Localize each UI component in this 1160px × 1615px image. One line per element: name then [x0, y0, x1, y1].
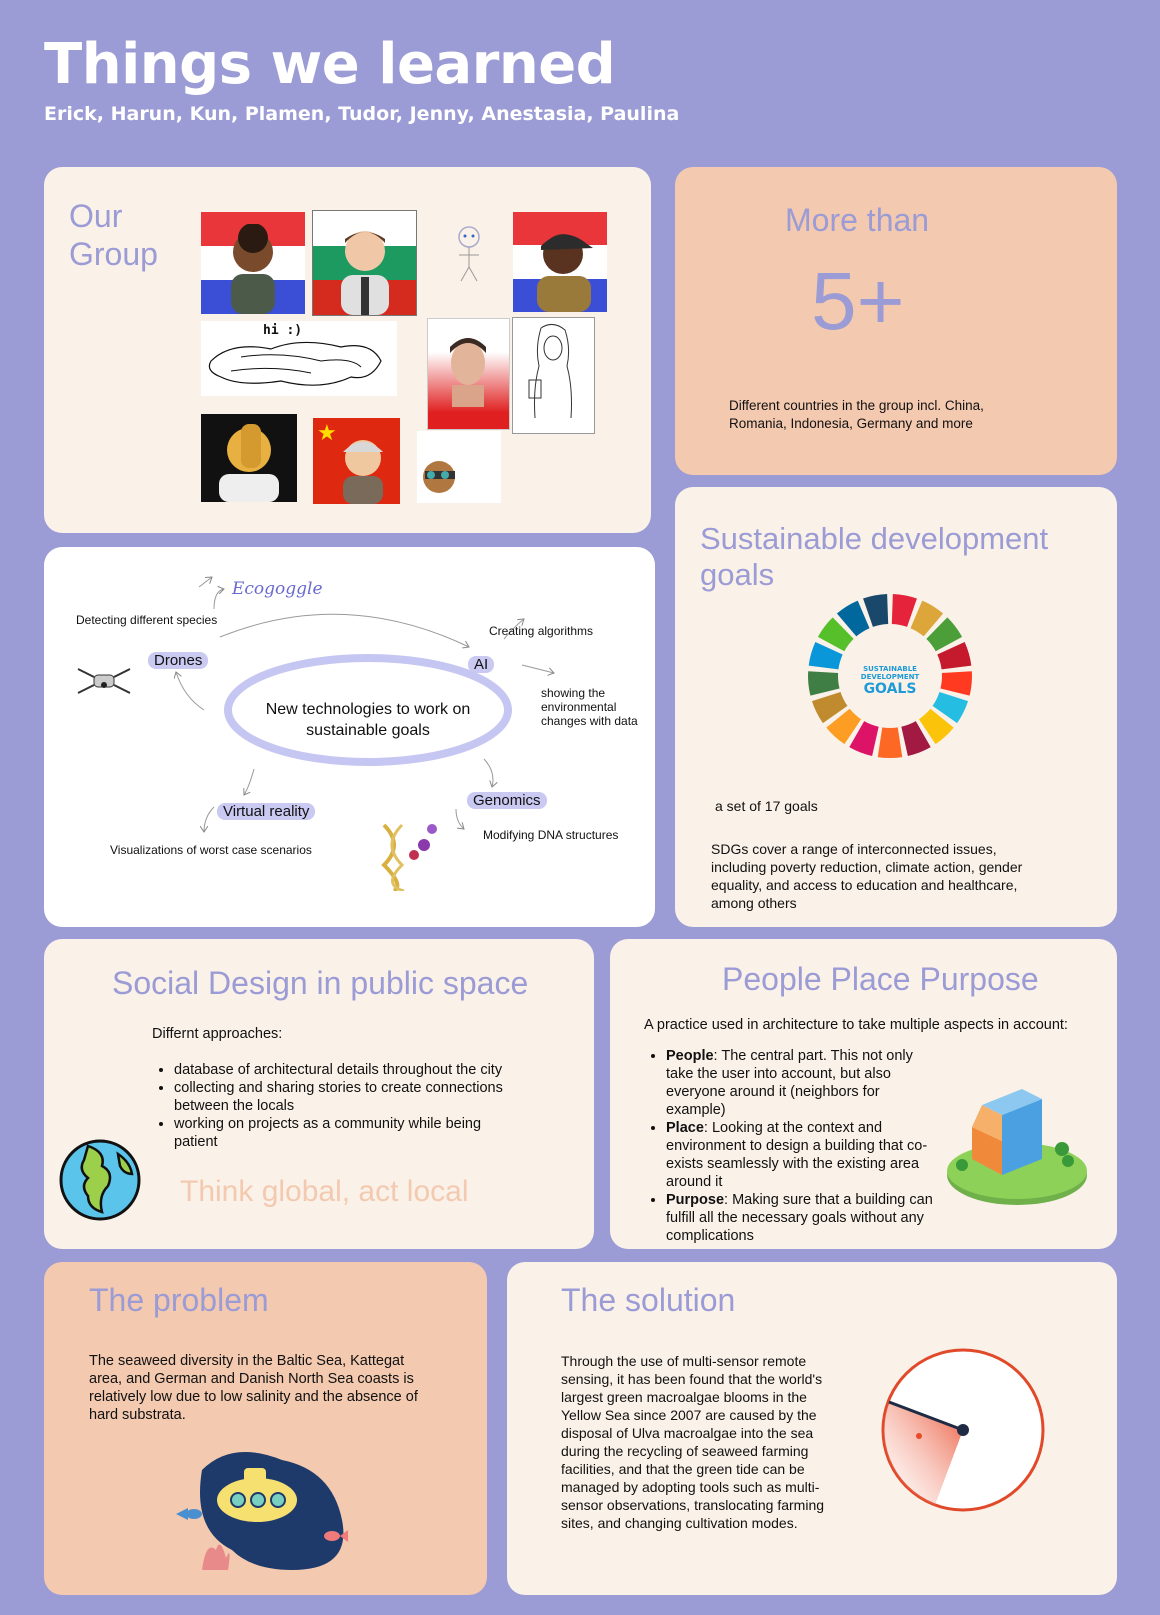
ppp-item-purpose: Purpose: Making sure that a building can… [666, 1191, 938, 1245]
sdg-set: a set of 17 goals [715, 798, 818, 814]
sdg-segment [836, 600, 870, 637]
solution-text: Through the use of multi-sensor remote s… [561, 1353, 825, 1531]
social-motto: Think global, act local [180, 1175, 469, 1208]
sdg-wheel [808, 594, 972, 758]
sdg-title: Sustainable development goals [700, 521, 1049, 592]
sdg-segment [910, 600, 944, 637]
group-card: Our Group hi :) ★ [44, 167, 651, 533]
social-title: Social Design in public space [112, 965, 529, 1001]
avatar-netherlands [201, 212, 305, 314]
sdg-segment [891, 594, 917, 627]
mindmap-card: New technologies to work on sustainable … [44, 547, 655, 927]
globe-icon [59, 1139, 141, 1221]
ppp-card: People Place Purpose A practice used in … [610, 939, 1117, 1249]
mindmap-center: New technologies to work on sustainable … [265, 701, 471, 739]
mindmap-vr: Virtual reality [217, 803, 316, 820]
mindmap-drones: Drones [148, 652, 209, 669]
building-illustration [947, 1089, 1087, 1205]
sdg-segment [877, 727, 903, 758]
mindmap-visualizations: Visualizations of worst case scenarios [110, 843, 312, 857]
sdg-segment [849, 721, 879, 757]
social-intro: Differnt approaches: [152, 1026, 283, 1042]
sdg-segment [826, 708, 862, 745]
sdg-wheel-label: SUSTAINABLE DEVELOPMENT GOALS [850, 665, 930, 697]
social-item: database of architectural details throug… [174, 1061, 504, 1079]
sdg-segment [811, 691, 848, 724]
avatar-pilot [417, 431, 501, 503]
group-title: Our Group [69, 197, 158, 273]
ppp-text: : The central part. This not only take t… [666, 1048, 913, 1118]
ppp-intro: A practice used in architecture to take … [644, 1017, 1068, 1033]
ppp-text: : Looking at the context and environment… [666, 1120, 928, 1190]
sdg-segment [937, 642, 972, 670]
avatar-cap [513, 212, 607, 312]
mindmap-ecogoggle: Ecogoggle [232, 579, 323, 599]
sdg-card: Sustainable development goals SUSTAINABL… [675, 487, 1117, 927]
sdg-segment [918, 708, 954, 745]
sdg-segment [808, 671, 840, 696]
ppp-term: People [666, 1048, 714, 1064]
social-item: working on projects as a community while… [174, 1115, 504, 1151]
radar-gauge [881, 1348, 1045, 1512]
ppp-text: : Making sure that a building can fulfil… [666, 1192, 933, 1244]
problem-title: The problem [89, 1282, 269, 1318]
avatar-bulgaria [312, 210, 417, 316]
group-title-line1: Our [69, 198, 123, 234]
solution-card: The solution Through the use of multi-se… [507, 1262, 1117, 1595]
mindmap-genomics: Genomics [467, 792, 547, 809]
ppp-list: People: The central part. This not only … [644, 1047, 938, 1245]
ppp-term: Purpose [666, 1192, 725, 1208]
sdg-wheel-line3: GOALS [863, 681, 917, 697]
hi-drawing: hi :) [201, 321, 397, 396]
line-art-portrait [512, 317, 595, 434]
countries-description: Different countries in the group incl. C… [729, 398, 984, 431]
ppp-item-people: People: The central part. This not only … [666, 1047, 938, 1119]
avatar-china: ★ [313, 418, 400, 504]
page-subtitle: Erick, Harun, Kun, Plamen, Tudor, Jenny,… [44, 103, 680, 125]
submarine-illustration [176, 1452, 348, 1570]
problem-text: The seaweed diversity in the Baltic Sea,… [89, 1353, 418, 1423]
sdg-segment [932, 691, 969, 724]
ppp-item-place: Place: Looking at the context and enviro… [666, 1119, 938, 1191]
dna-illustration [381, 823, 437, 891]
mindmap-showing: showing the environmental changes with d… [541, 686, 638, 728]
social-list: database of architectural details throug… [152, 1061, 504, 1151]
group-title-line2: Group [69, 236, 158, 272]
countries-number: 5+ [811, 256, 905, 347]
sdg-segment [926, 617, 963, 652]
mindmap-creating: Creating algorithms [489, 624, 594, 638]
solution-title: The solution [561, 1282, 736, 1318]
countries-card: More than 5+ Different countries in the … [675, 167, 1117, 475]
sdg-description: SDGs cover a range of interconnected iss… [711, 841, 1023, 911]
mindmap-detecting: Detecting different species [76, 613, 218, 627]
sdg-segment [940, 671, 972, 696]
stick-figure-drawing [458, 226, 480, 282]
problem-card: The problem The seaweed diversity in the… [44, 1262, 487, 1595]
avatar-facepalm [201, 414, 297, 502]
mindmap-modifying: Modifying DNA structures [483, 828, 619, 842]
svg-text:★: ★ [317, 421, 337, 446]
social-card: Social Design in public space Differnt a… [44, 939, 594, 1249]
mindmap-connectors [44, 547, 655, 927]
hi-text: hi :) [263, 323, 303, 338]
sdg-segment [817, 617, 854, 652]
ppp-title: People Place Purpose [722, 961, 1039, 997]
drone-icon [77, 668, 131, 694]
sdg-wheel-line1: SUSTAINABLE [863, 665, 917, 673]
social-item: collecting and sharing stories to create… [174, 1079, 504, 1115]
avatar-photo [427, 318, 510, 430]
sdg-segment [901, 721, 931, 757]
page-title: Things we learned [44, 32, 616, 97]
countries-label: More than [785, 202, 930, 238]
mindmap-ai: AI [468, 656, 495, 673]
sdg-segment [863, 594, 889, 627]
sdg-segment [808, 642, 843, 670]
sdg-wheel-line2: DEVELOPMENT [860, 673, 920, 681]
ppp-term: Place [666, 1120, 704, 1136]
